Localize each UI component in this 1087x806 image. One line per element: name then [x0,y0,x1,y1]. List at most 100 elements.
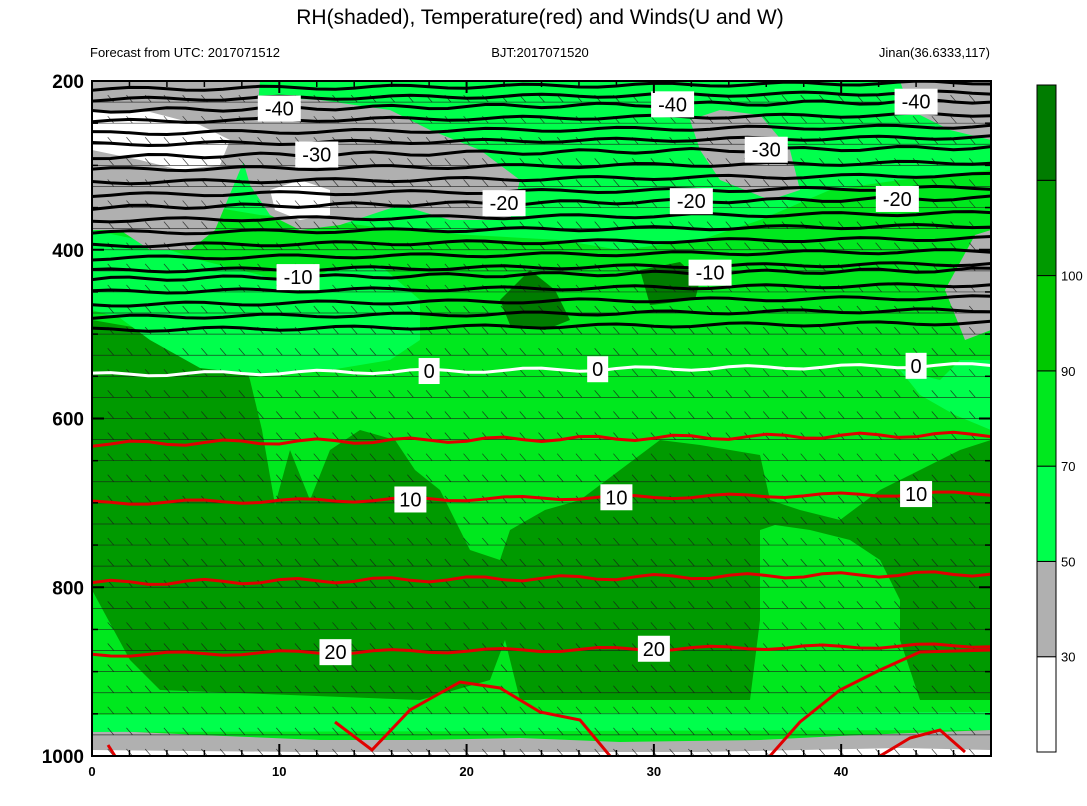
wind-barb [762,411,770,419]
wind-barb [538,390,545,398]
wind-barb [894,706,901,715]
wind-barb [182,158,189,166]
isotherm-line [92,282,991,295]
isotherm-label: 0 [424,361,435,383]
wind-barb [107,727,114,736]
wind-barb [463,727,470,736]
wind-barb [412,81,414,82]
wind-barb [894,558,901,567]
wind-barb [107,664,114,672]
wind-barb [238,706,246,715]
wind-barb [931,453,939,461]
wind-barb [500,326,508,335]
wind-barb [594,158,601,166]
wind-barb [950,580,957,588]
wind-barb [126,727,133,736]
wind-barb [800,706,807,715]
wind-barb [631,706,639,715]
wind-barb [894,664,901,672]
wind-barb [894,369,901,377]
wind-barb [837,474,845,483]
wind-barb [201,727,208,736]
wind-barb [144,727,152,736]
wind-barb [837,601,845,609]
wind-barb [894,284,901,293]
wind-barb [238,432,246,440]
wind-barb [482,580,489,588]
wind-barb [969,706,976,715]
isotherm-label-box [894,88,938,115]
wind-barb [201,474,208,483]
wind-barb [126,453,133,461]
wind-barb [238,453,246,461]
wind-barb [781,179,789,187]
wind-barb [875,453,882,461]
wind-barb [219,622,227,630]
wind-barb [431,81,433,82]
wind-barb [856,558,864,567]
wind-barb [238,727,246,736]
wind-barb [388,580,395,588]
wind-barb [294,516,302,525]
wind-barb [276,727,283,736]
wind-barb [875,137,882,145]
wind-barb [294,305,302,314]
wind-barb [613,242,620,250]
isotherm-label-box [688,259,732,286]
wind-barb [332,453,339,461]
x-tick-label: 20 [459,764,473,779]
wind-barb [276,221,283,229]
wind-barb [744,580,751,588]
wind-barb [276,474,283,483]
wind-barb [594,474,601,483]
wind-barb [144,305,152,314]
wind-barb [332,558,339,567]
wind-barb [931,516,939,525]
wind-barb [706,685,714,693]
wind-barb [126,622,133,630]
wind-barb [781,706,789,715]
wind-barb [131,81,133,82]
wind-barb [556,516,564,525]
wind-barb [875,284,882,293]
wind-barb [556,706,564,715]
wind-barb [556,622,564,630]
wind-barb [931,622,939,630]
wind-barb [425,558,433,567]
x-tick-label: 0 [88,764,95,779]
wind-barb [613,664,620,672]
wind-barb [781,664,789,672]
wind-barb [519,347,527,356]
wind-barb [800,685,807,693]
wind-barb [294,685,302,693]
wind-barb [912,453,920,461]
wind-barb [781,727,789,736]
wind-barb [126,411,133,419]
isotherm-line [92,123,991,137]
wind-barb [369,580,377,588]
wind-barb [862,81,863,82]
wind-barb [875,242,882,250]
wind-barb [969,369,976,377]
wind-barb [950,369,957,377]
wind-barb [688,664,695,672]
wind-barb [332,390,339,398]
wind-barb [425,347,433,356]
wind-barb [575,242,583,250]
wind-barb [762,369,770,377]
isotherm-label: -20 [883,189,912,211]
wind-barb [388,601,395,609]
wind-barb [519,558,527,567]
wind-barb [969,94,976,103]
wind-barb [837,326,845,335]
wind-barb [800,601,807,609]
wind-barb [725,706,733,715]
wind-barb [206,81,208,82]
wind-barb [144,158,152,166]
wind-barb [950,474,957,483]
wind-barb [294,453,302,461]
wind-barb [669,622,676,630]
wind-barb [969,516,976,525]
wind-barb [650,390,658,398]
